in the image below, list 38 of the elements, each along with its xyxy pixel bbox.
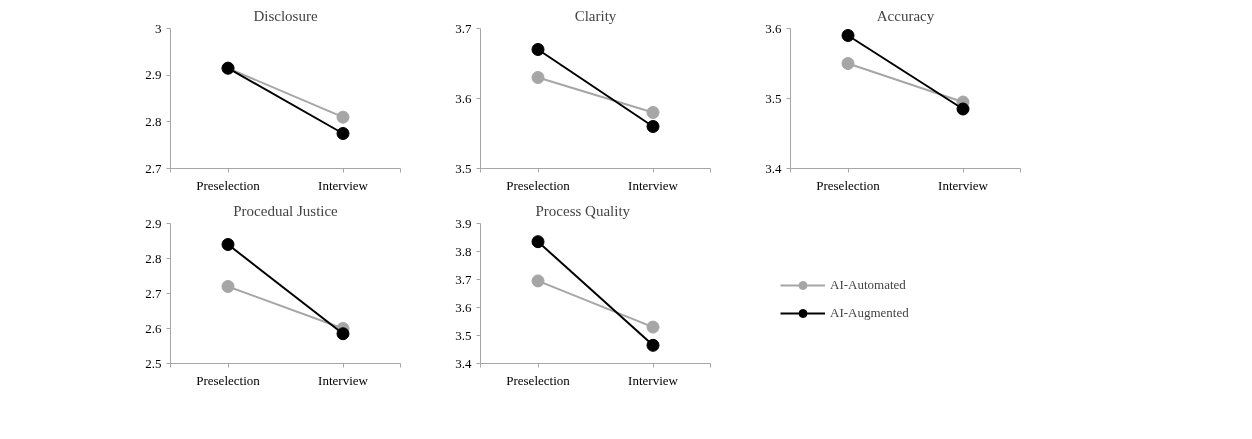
y-tick-label: 2.7 [145,285,162,301]
y-tick-label: 2.5 [145,355,162,371]
y-tick-label: 3.6 [455,299,472,315]
y-tick-label: 3.7 [455,271,472,287]
y-tick-label: 2.7 [145,160,162,176]
chart-title: Clarity [574,7,617,24]
y-tick-label: 3.7 [455,20,472,36]
y-tick-label: 3.8 [455,243,472,259]
legend-label: AI-Automated [830,277,906,293]
chart-title: Procedual Justice [233,202,339,219]
x-tick-label: Preselection [506,372,571,388]
y-tick-label: 3 [155,20,162,36]
y-tick-label: 3.6 [455,90,472,106]
y-tick-label: 3.5 [455,160,472,176]
y-tick-label: 3.6 [765,20,782,36]
x-tick-label: Preselection [816,177,881,193]
x-tick-label: Interview [628,177,679,193]
x-tick-label: Interview [318,177,369,193]
x-tick-label: Interview [628,372,679,388]
y-tick-label: 3.5 [765,90,782,106]
y-tick-label: 2.9 [145,67,162,83]
y-tick-label: 2.8 [145,250,162,266]
y-tick-label: 3.4 [455,355,472,371]
y-tick-label: 3.4 [765,160,782,176]
y-tick-label: 3.5 [455,327,472,343]
y-tick-label: 2.6 [145,320,162,336]
x-tick-label: Preselection [196,372,261,388]
chart-title: Disclosure [253,7,318,24]
x-tick-label: Preselection [196,177,261,193]
x-tick-label: Interview [938,177,989,193]
y-tick-label: 2.8 [145,113,162,129]
x-tick-label: Interview [318,372,369,388]
y-tick-label: 2.9 [145,215,162,231]
legend-label: AI-Augmented [830,305,909,321]
chart-title: Accuracy [876,7,935,24]
x-tick-label: Preselection [506,177,571,193]
y-tick-label: 3.9 [455,215,472,231]
chart-title: Process Quality [535,202,631,219]
